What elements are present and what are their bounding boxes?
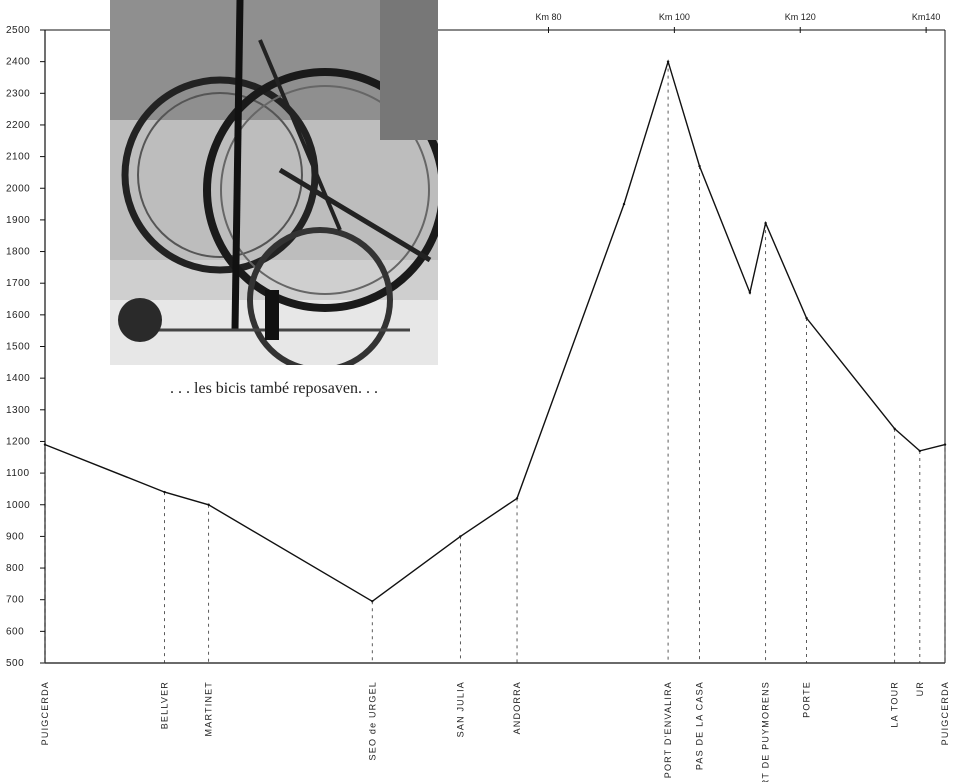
place-label: ANDORRA (512, 681, 522, 734)
photo-caption: . . . les bicis també reposaven. . . (170, 380, 378, 397)
elevation-point (622, 202, 626, 206)
km-tick-label: Km 80 (535, 12, 561, 22)
elevation-point (805, 316, 808, 320)
place-label: SEO de URGEL (367, 681, 377, 760)
place-label: PUIGCERDA (40, 681, 50, 745)
place-label: MARTINET (204, 681, 214, 736)
y-tick-label: 1100 (6, 468, 30, 479)
place-label: SAN JULIA (455, 681, 465, 737)
elevation-point (918, 449, 922, 453)
elevation-point (666, 60, 670, 63)
y-axis-ticks: 2500 2400 2300 2200 2100 2000 1900 1800 1700 1600… (6, 25, 45, 669)
y-tick-label: 2500 (6, 25, 30, 36)
elevation-point (748, 291, 752, 294)
bicycles-photo (110, 0, 438, 365)
elevation-point (893, 427, 896, 430)
y-tick-label: 500 (6, 658, 24, 669)
y-tick-label: 2200 (6, 120, 30, 131)
y-tick-label: 2000 (6, 183, 30, 194)
y-tick-label: 900 (6, 531, 24, 542)
y-tick-label: 1900 (6, 215, 30, 226)
km-tick-label: Km140 (912, 12, 941, 22)
y-tick-label: 1500 (6, 342, 30, 353)
place-drop-lines (44, 61, 946, 663)
y-tick-label: 600 (6, 626, 24, 637)
place-label: PUIGCERDA (940, 681, 950, 745)
y-tick-label: 1800 (6, 247, 30, 258)
y-tick-label: 1700 (6, 278, 30, 289)
elevation-point (515, 497, 519, 500)
km-tick-label: Km 100 (659, 12, 690, 22)
elevation-point (764, 221, 767, 225)
y-tick-label: 2100 (6, 152, 30, 163)
elevation-point (43, 443, 47, 446)
elevation-point (698, 164, 701, 168)
y-tick-label: 800 (6, 563, 24, 574)
place-labels: PUIGCERDA BELLVER MARTINET SEO de URGEL SAN … (40, 681, 950, 782)
elevation-point (163, 490, 166, 494)
place-label: PORT DE PUYMORENS (761, 681, 771, 782)
y-tick-label: 1200 (6, 436, 30, 447)
elevation-series (43, 59, 947, 603)
elevation-point (459, 535, 462, 538)
y-tick-label: 1600 (6, 310, 30, 321)
km-axis-ticks: Km 80 Km 100 Km 120 Km140 (535, 12, 940, 33)
place-label: PORTE (802, 681, 812, 718)
y-tick-label: 2400 (6, 57, 30, 68)
elevation-point (207, 503, 210, 506)
elevation-point (943, 443, 947, 446)
y-tick-label: 1300 (6, 405, 30, 416)
y-tick-label: 1000 (6, 500, 30, 511)
bicycles-photo-icon (110, 0, 438, 365)
place-label: BELLVER (160, 681, 170, 729)
place-label: PORT D'ENVALIRA (663, 681, 673, 778)
y-tick-label: 700 (6, 595, 24, 606)
y-tick-label: 2300 (6, 88, 30, 99)
y-tick-label: 1400 (6, 373, 30, 384)
elevation-point (371, 600, 374, 603)
place-label: UR (915, 681, 925, 696)
place-label: LA TOUR (890, 681, 900, 728)
km-tick-label: Km 120 (785, 12, 816, 22)
place-label: PAS DE LA CASA (695, 681, 705, 770)
